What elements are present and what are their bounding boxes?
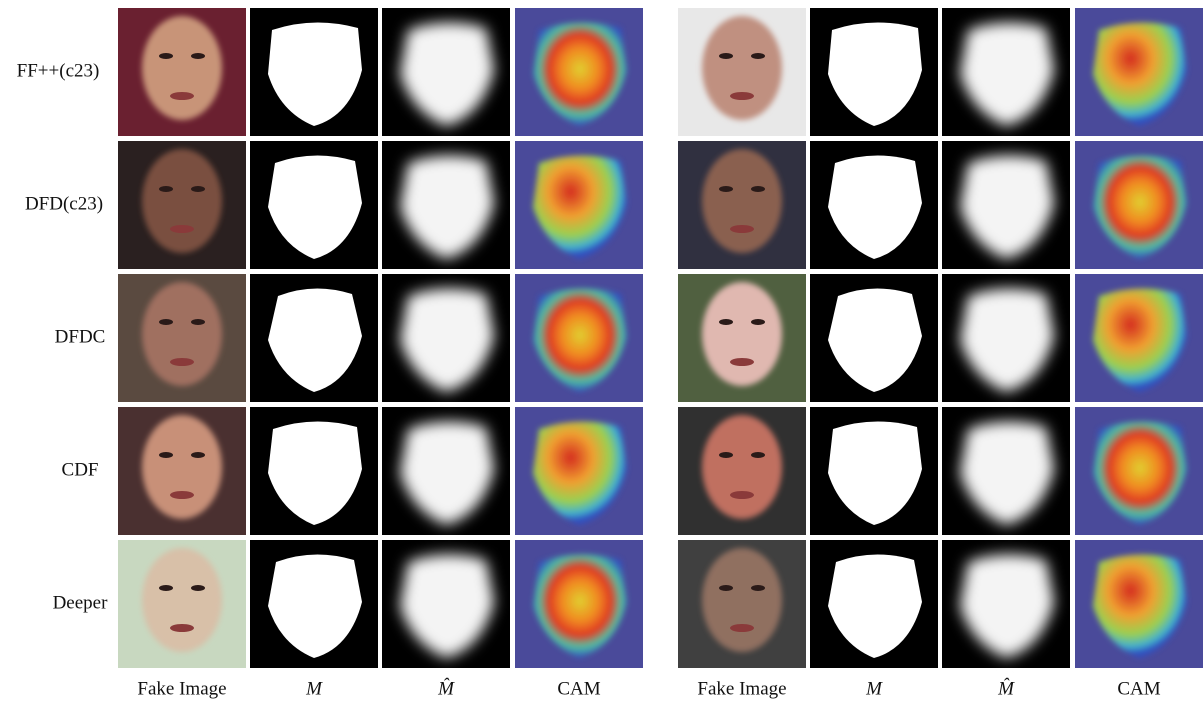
- eye: [191, 186, 205, 192]
- cam: [1075, 141, 1203, 269]
- predicted-mask: [942, 8, 1070, 136]
- eye: [191, 319, 205, 325]
- mouth: [170, 92, 194, 100]
- eye: [191, 452, 205, 458]
- eye: [159, 585, 173, 591]
- mouth: [730, 225, 754, 233]
- face: [142, 548, 222, 652]
- eye: [751, 186, 765, 192]
- column-label: CAM: [557, 678, 600, 699]
- face: [702, 149, 782, 253]
- eye: [159, 186, 173, 192]
- column-label: CAM: [1117, 678, 1160, 699]
- figure: FF++(c23) DFD(c23) DFDC CDF Deeper Fake Image…: [0, 0, 1204, 704]
- fake-image: [678, 141, 806, 269]
- mask: [250, 540, 378, 668]
- mask: [810, 540, 938, 668]
- face: [702, 282, 782, 386]
- cam: [515, 407, 643, 535]
- row-label: DFD(c23): [25, 193, 103, 214]
- column-label: Fake Image: [697, 678, 786, 699]
- predicted-mask: [382, 407, 510, 535]
- column-label: Fake Image: [137, 678, 226, 699]
- mouth: [730, 92, 754, 100]
- cam: [515, 141, 643, 269]
- mouth: [170, 358, 194, 366]
- predicted-mask: [382, 141, 510, 269]
- eye: [719, 585, 733, 591]
- mask: [810, 8, 938, 136]
- cam: [1075, 274, 1203, 402]
- face: [142, 16, 222, 120]
- eye: [191, 53, 205, 59]
- eye: [751, 452, 765, 458]
- cam: [515, 8, 643, 136]
- mask: [810, 407, 938, 535]
- eye: [719, 53, 733, 59]
- predicted-mask: [942, 274, 1070, 402]
- fake-image: [678, 407, 806, 535]
- predicted-mask: [382, 540, 510, 668]
- mouth: [730, 624, 754, 632]
- fake-image: [118, 141, 246, 269]
- face: [702, 415, 782, 519]
- row-label: DFDC: [55, 326, 106, 347]
- mask: [810, 274, 938, 402]
- row-label: CDF: [62, 459, 99, 480]
- face: [702, 16, 782, 120]
- eye: [159, 319, 173, 325]
- eye: [159, 452, 173, 458]
- eye: [191, 585, 205, 591]
- fake-image: [678, 8, 806, 136]
- page: FF++(c23) DFD(c23) DFDC CDF Deeper Fake Image…: [0, 0, 1204, 704]
- face: [142, 415, 222, 519]
- column-label: M: [305, 678, 323, 699]
- eye: [751, 53, 765, 59]
- row-label: Deeper: [53, 592, 109, 613]
- cam: [515, 540, 643, 668]
- predicted-mask: [942, 407, 1070, 535]
- fake-image: [118, 274, 246, 402]
- eye: [159, 53, 173, 59]
- predicted-mask: [382, 8, 510, 136]
- mask: [250, 274, 378, 402]
- fake-image: [678, 274, 806, 402]
- eye: [719, 319, 733, 325]
- mask: [250, 8, 378, 136]
- cam: [1075, 540, 1203, 668]
- mouth: [170, 624, 194, 632]
- cam: [1075, 407, 1203, 535]
- predicted-mask: [942, 141, 1070, 269]
- eye: [751, 319, 765, 325]
- fake-image: [118, 8, 246, 136]
- fake-image: [118, 407, 246, 535]
- mask: [250, 407, 378, 535]
- fake-image: [118, 540, 246, 668]
- eye: [719, 452, 733, 458]
- mask: [250, 141, 378, 269]
- cam: [515, 274, 643, 402]
- face: [142, 282, 222, 386]
- face: [142, 149, 222, 253]
- eye: [719, 186, 733, 192]
- eye: [751, 585, 765, 591]
- row-label: FF++(c23): [17, 60, 100, 81]
- mouth: [730, 358, 754, 366]
- face: [702, 548, 782, 652]
- fake-image: [678, 540, 806, 668]
- cam: [1075, 8, 1203, 136]
- predicted-mask: [942, 540, 1070, 668]
- mouth: [170, 491, 194, 499]
- column-label: M̂: [997, 678, 1015, 699]
- column-label: M̂: [437, 678, 455, 699]
- mouth: [170, 225, 194, 233]
- mask: [810, 141, 938, 269]
- column-label: M: [865, 678, 883, 699]
- predicted-mask: [382, 274, 510, 402]
- mouth: [730, 491, 754, 499]
